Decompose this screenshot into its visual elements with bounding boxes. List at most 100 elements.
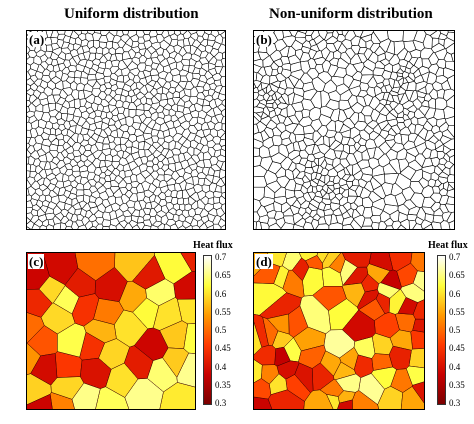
grain-cell [220,30,226,39]
grain-cell [380,269,402,290]
grain-cell [207,147,216,158]
grain-cell [287,92,295,106]
grain-cell [88,123,97,132]
grain-cell [345,63,358,78]
grain-cell [184,165,193,175]
grain-cell [183,197,190,206]
grain-cell [148,30,158,38]
grain-cell [52,186,60,196]
grain-cell [322,252,342,269]
grain-cell [75,219,84,228]
grain-cell [448,219,455,230]
grain-cell [301,211,311,220]
grain-cell [159,58,170,68]
grain-cell [146,119,157,130]
grain-cell [436,163,446,172]
grain-cell [103,126,113,137]
grain-cell [62,100,71,109]
grain-cell [120,143,128,152]
grain-cell [373,85,383,97]
grain-cell [168,207,177,216]
grain-cell [282,269,305,299]
grain-cell [335,30,343,35]
grain-cell [439,30,449,37]
grain-cell [156,174,165,182]
panel-d-heatflux-nonuniform [253,252,425,410]
grain-cell [66,113,75,122]
grain-cell [88,67,97,76]
grain-cell [400,386,425,410]
panel-b-label: (b) [255,32,273,47]
grain-cell [68,125,77,134]
grain-cell [184,176,194,185]
grain-cell [74,252,116,281]
grain-cell [45,57,53,66]
grain-cell [76,82,85,92]
colorbar-d-title: Heat flux [428,240,468,251]
grain-cell [304,167,315,175]
panel-border [253,252,425,410]
grain-cell [256,102,267,109]
grain-cell [50,137,59,146]
grain-cell [148,106,157,115]
grain-cell [340,129,351,139]
grain-cell [314,64,325,75]
grain-cell [38,161,47,170]
grain-cell [444,203,455,213]
grain-cell [339,347,359,370]
grain-cell [377,153,391,168]
grain-cell [116,74,124,83]
grain-cell [389,90,399,97]
grain-cell [26,393,53,410]
grain-cell [197,178,206,187]
grain-cell [136,172,146,184]
grain-cell [177,197,184,206]
grain-cell [123,345,154,380]
grain-cell [170,197,179,206]
grain-cell [260,115,272,127]
grain-cell [143,103,152,112]
grain-cell [39,97,49,106]
grain-cell [440,220,451,230]
grain-cell [382,92,390,101]
panel-a-label: (a) [28,32,46,47]
grain-cell [55,128,62,136]
grain-cell [162,108,170,117]
colorbar-tick: 0.35 [215,379,231,390]
grain-cell [31,223,41,230]
grain-cell [448,154,455,165]
grain-cell [26,163,31,172]
grain-cell [429,149,438,159]
grain-cell [207,62,216,71]
grain-cell [424,107,437,120]
grain-cell [345,47,356,60]
grain-cell [410,330,425,350]
grain-cell [388,127,397,137]
grain-cell [136,191,146,202]
grain-cell [406,81,417,92]
grain-cell [215,160,224,170]
grain-cell [209,82,217,91]
grain-cell [115,99,124,109]
grain-cell [351,209,361,219]
grain-cell [104,94,114,103]
grain-cell [170,189,178,198]
panel-d-label: (d) [255,254,273,269]
grain-cell [377,282,401,299]
grain-cell [421,71,430,83]
grain-cell [160,148,170,158]
grain-cell [292,167,301,180]
grain-cell [202,128,211,138]
grain-cell [72,54,81,65]
grain-cell [44,206,54,215]
grain-cell [295,163,306,173]
grain-cell [188,196,197,206]
grain-cell [362,206,373,219]
panel-b-nonuniform-mesh [253,30,455,230]
grain-cell [205,174,214,184]
grain-cell [60,208,69,217]
grain-cell [75,195,84,204]
grain-cell [192,67,201,75]
grain-cell [169,50,178,59]
grain-cell [389,100,399,110]
